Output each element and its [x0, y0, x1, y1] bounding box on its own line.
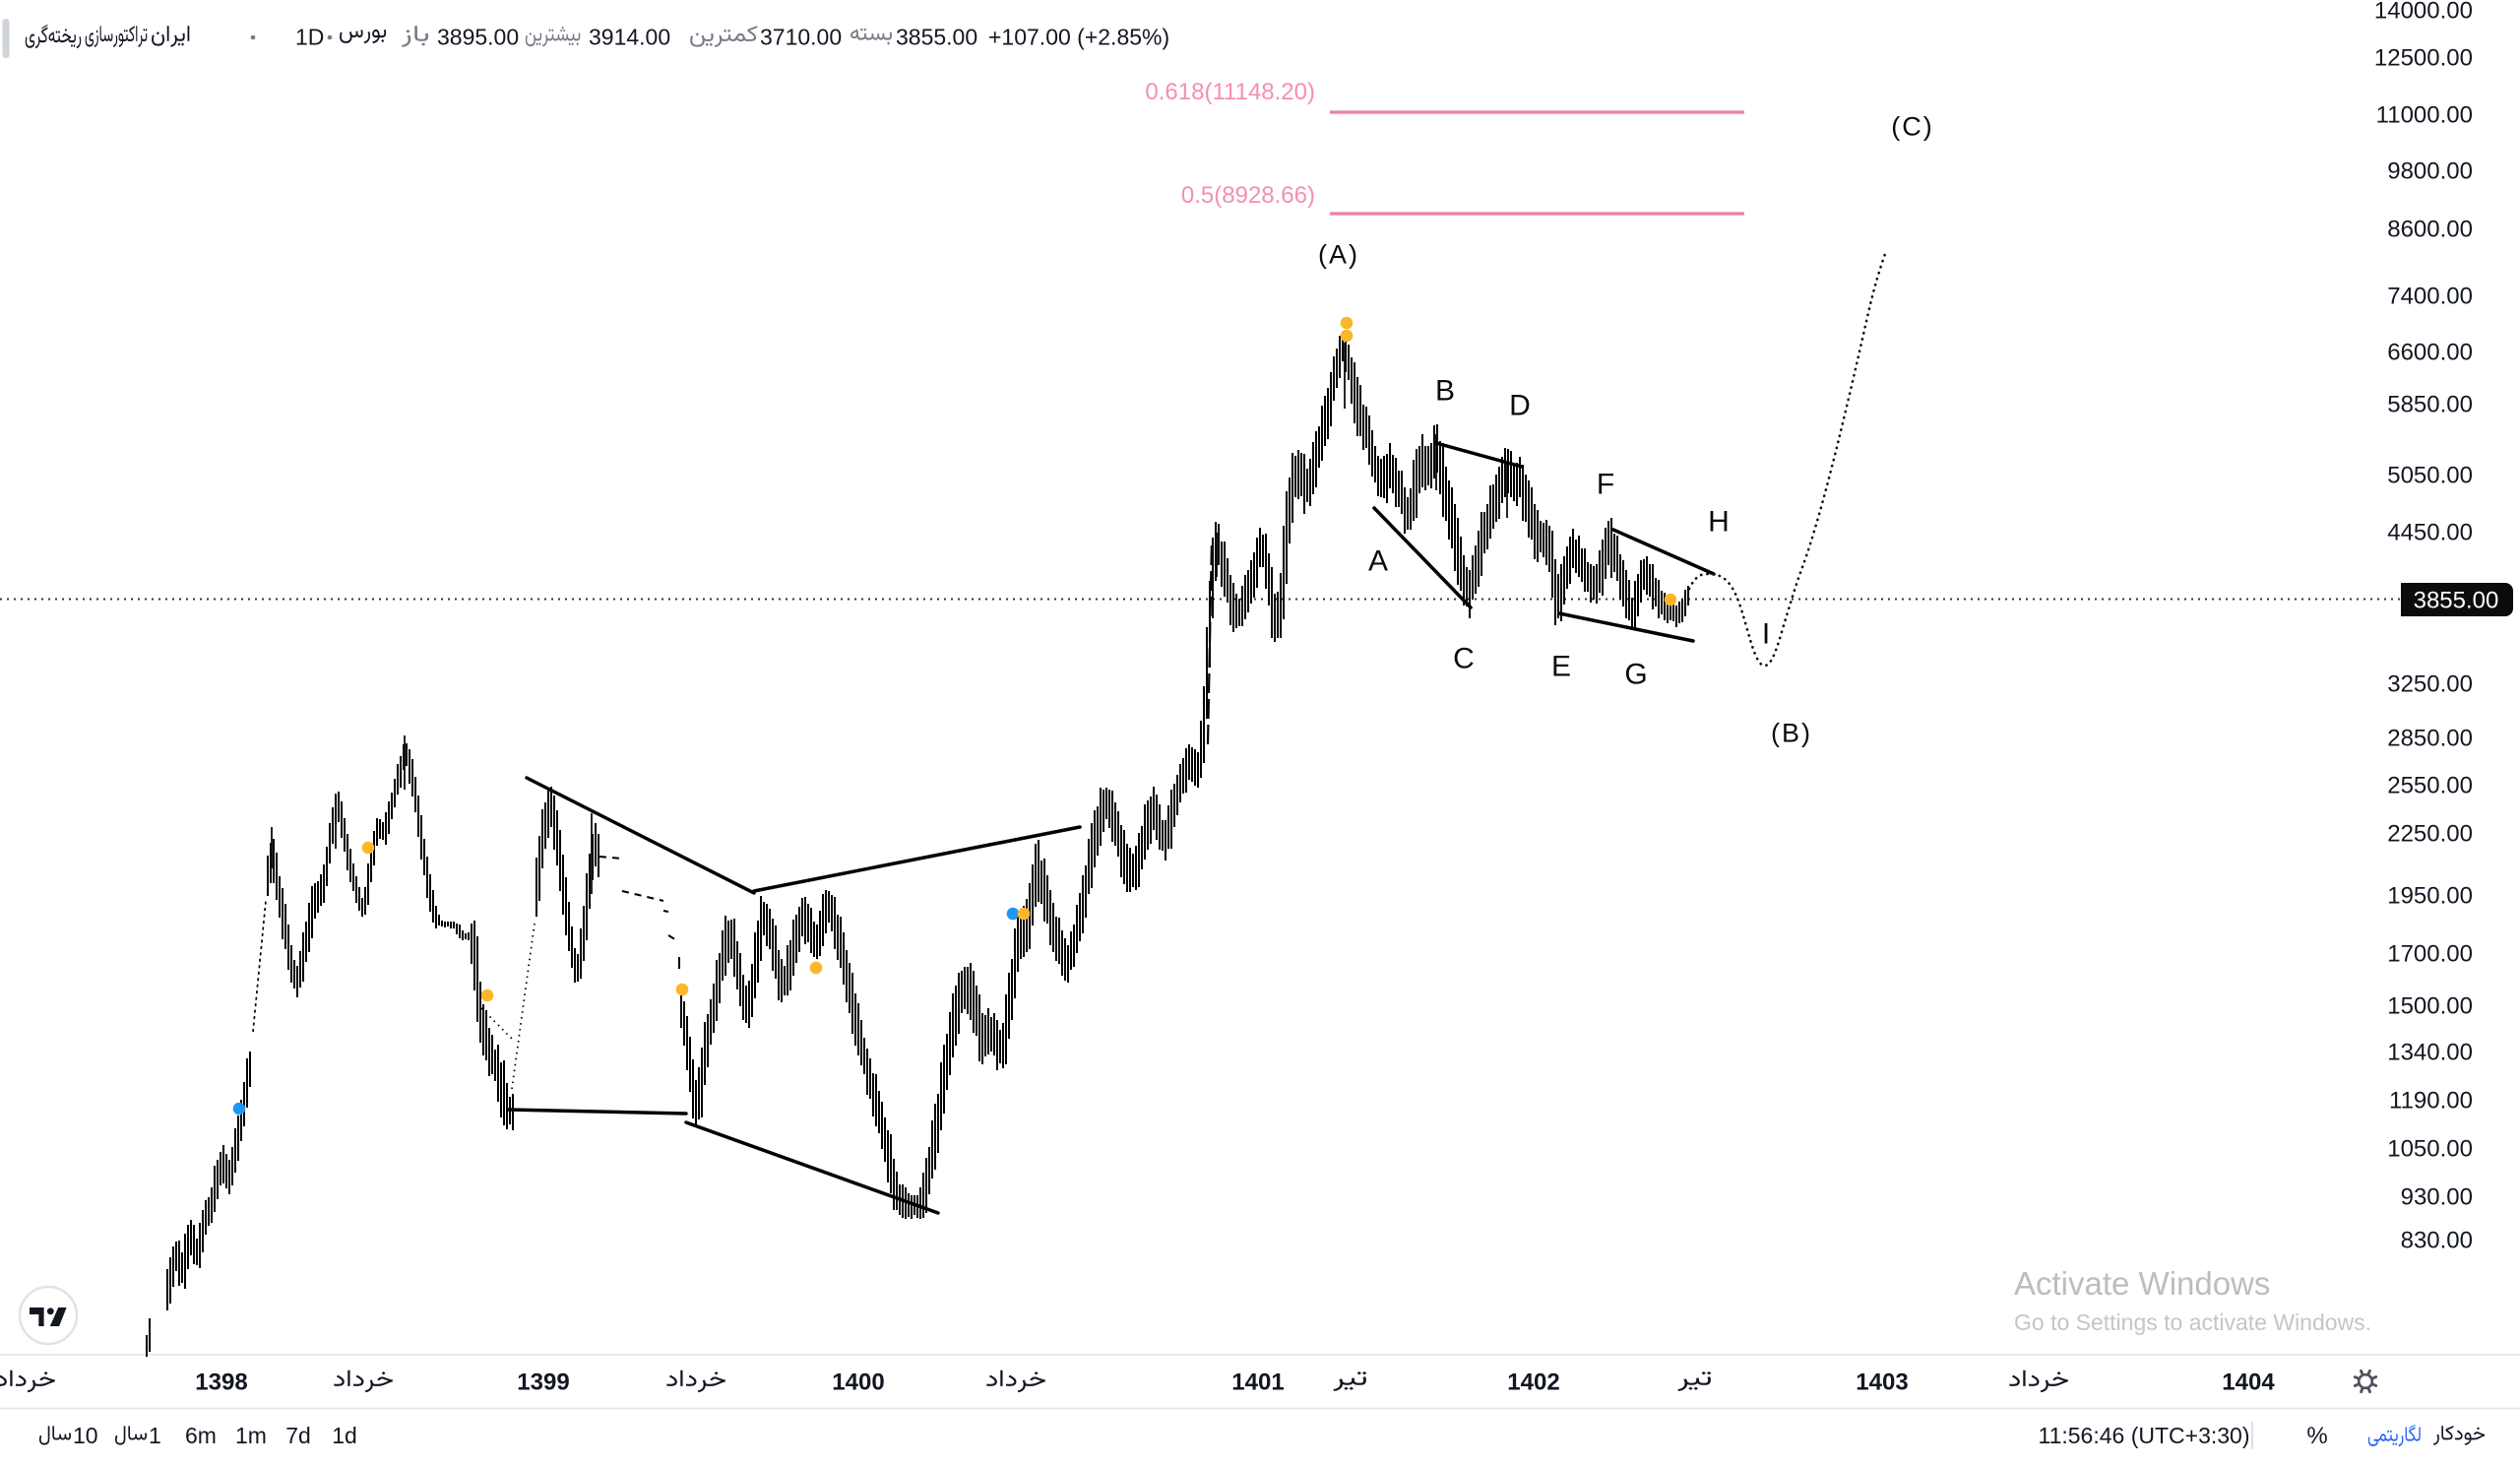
svg-text:3710.00: 3710.00	[760, 25, 842, 50]
svg-text:Activate Windows: Activate Windows	[2014, 1265, 2270, 1302]
svg-text:1398: 1398	[195, 1370, 247, 1396]
svg-text:2550.00: 2550.00	[2387, 773, 2473, 799]
svg-text:1m: 1m	[235, 1423, 267, 1448]
svg-text:1D: 1D	[295, 25, 324, 50]
svg-text:5050.00: 5050.00	[2387, 463, 2473, 489]
svg-text:1050.00: 1050.00	[2387, 1136, 2473, 1163]
svg-text:3914.00: 3914.00	[589, 25, 670, 50]
svg-text:9800.00: 9800.00	[2387, 159, 2473, 185]
svg-text:7d: 7d	[285, 1423, 311, 1448]
svg-text:1402: 1402	[1507, 1370, 1559, 1396]
svg-text:6600.00: 6600.00	[2387, 340, 2473, 366]
svg-text:C: C	[1453, 642, 1475, 674]
svg-text:3250.00: 3250.00	[2387, 671, 2473, 698]
svg-text:1d: 1d	[332, 1423, 357, 1448]
svg-text:1700.00: 1700.00	[2387, 941, 2473, 968]
svg-text:E: E	[1551, 650, 1571, 682]
svg-text:3855.00: 3855.00	[896, 25, 977, 50]
svg-text:5850.00: 5850.00	[2387, 392, 2473, 418]
svg-text:3895.00: 3895.00	[437, 25, 519, 50]
svg-text:H: H	[1708, 505, 1730, 538]
svg-text:1190.00: 1190.00	[2389, 1088, 2473, 1115]
svg-text:0.5(8928.66): 0.5(8928.66)	[1181, 182, 1315, 209]
svg-text:1340.00: 1340.00	[2387, 1040, 2473, 1066]
svg-text:(A): (A)	[1318, 240, 1359, 270]
svg-text:1401: 1401	[1231, 1370, 1284, 1396]
svg-text:A: A	[1368, 544, 1388, 577]
svg-text:4450.00: 4450.00	[2387, 520, 2473, 546]
svg-text:B: B	[1435, 374, 1455, 407]
svg-text:0.618(11148.20): 0.618(11148.20)	[1145, 79, 1315, 105]
svg-text:1403: 1403	[1856, 1370, 1908, 1396]
svg-text:1: 1	[149, 1423, 161, 1448]
svg-text:+107.00 (+2.85%): +107.00 (+2.85%)	[988, 25, 1169, 50]
svg-text:7400.00: 7400.00	[2387, 284, 2473, 310]
svg-text:Go to Settings to activate Win: Go to Settings to activate Windows.	[2014, 1309, 2371, 1335]
svg-text:8600.00: 8600.00	[2387, 217, 2473, 243]
svg-text:3855.00: 3855.00	[2414, 588, 2499, 614]
svg-text:930.00: 930.00	[2401, 1184, 2473, 1211]
svg-text:2850.00: 2850.00	[2387, 726, 2473, 752]
svg-text:(C): (C)	[1891, 112, 1933, 142]
svg-text:2250.00: 2250.00	[2387, 821, 2473, 848]
svg-text:11:56:46 (UTC+3:30): 11:56:46 (UTC+3:30)	[2039, 1423, 2250, 1448]
svg-text:G: G	[1624, 658, 1647, 690]
svg-text:830.00: 830.00	[2401, 1228, 2473, 1254]
svg-text:11000.00: 11000.00	[2376, 102, 2473, 129]
svg-text:1950.00: 1950.00	[2387, 883, 2473, 910]
svg-text:1404: 1404	[2222, 1370, 2275, 1396]
svg-text:6m: 6m	[185, 1423, 217, 1448]
svg-text:1400: 1400	[832, 1370, 884, 1396]
svg-text:%: %	[2306, 1423, 2327, 1449]
svg-text:14000.00: 14000.00	[2374, 0, 2473, 25]
svg-text:1500.00: 1500.00	[2387, 993, 2473, 1020]
svg-text:12500.00: 12500.00	[2374, 45, 2473, 72]
svg-text:10: 10	[73, 1423, 98, 1448]
svg-text:I: I	[1762, 617, 1770, 650]
svg-text:D: D	[1509, 389, 1531, 421]
svg-text:F: F	[1597, 468, 1614, 500]
svg-text:(B): (B)	[1771, 719, 1812, 748]
svg-text:1399: 1399	[517, 1370, 569, 1396]
